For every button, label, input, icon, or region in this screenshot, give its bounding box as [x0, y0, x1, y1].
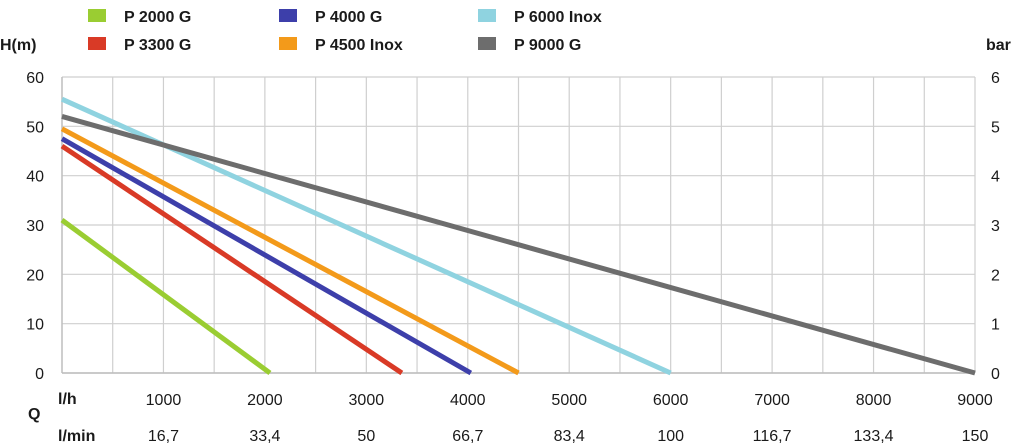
legend-swatch — [478, 9, 496, 22]
series-line — [60, 126, 520, 376]
x-tick-label-lmin: 116,7 — [753, 428, 792, 443]
y-tick-label-left: 10 — [26, 317, 44, 334]
y-tick-label-left: 60 — [26, 70, 44, 87]
y-tick-label-left: 30 — [26, 218, 44, 235]
y-tick-label-right: 4 — [991, 169, 1000, 186]
x-tick-label-lh: 1000 — [146, 392, 182, 409]
legend-swatch — [478, 37, 496, 50]
legend-swatch — [88, 9, 106, 22]
legend-swatch — [88, 37, 106, 50]
y-tick-label-left: 20 — [26, 267, 44, 284]
x-tick-label-lmin: 150 — [962, 428, 989, 443]
y-tick-label-right: 1 — [991, 317, 1000, 334]
series-lines — [60, 96, 976, 376]
axis-labels: H(m) bar l/h Q l/min 0 10 20 30 40 50 60 0 1 2 3 4 5… — [0, 37, 1011, 443]
x-unit-primary: l/h — [58, 391, 77, 408]
x-tick-label-lmin: 100 — [657, 428, 684, 443]
legend-label: P 2000 G — [124, 9, 191, 26]
series-line — [60, 218, 272, 376]
x-tick-label-lmin: 16,7 — [148, 428, 179, 443]
x-tick-label-lh: 8000 — [856, 392, 892, 409]
y-tick-label-left: 0 — [35, 366, 44, 383]
x-tick-label-lmin: 66,7 — [452, 428, 483, 443]
legend-label: P 4000 G — [315, 9, 382, 26]
x-tick-label-lh: 9000 — [957, 392, 993, 409]
legend-label: P 9000 G — [514, 37, 581, 54]
y-tick-label-right: 3 — [991, 218, 1000, 235]
y-axis-title-left: H(m) — [0, 37, 36, 54]
series-line — [60, 136, 473, 376]
x-tick-label-lh: 2000 — [247, 392, 283, 409]
legend-label: P 6000 Inox — [514, 9, 602, 26]
y-tick-label-left: 40 — [26, 169, 44, 186]
x-tick-label-lmin: 83,4 — [554, 428, 585, 443]
x-axis-title: Q — [28, 406, 40, 423]
x-tick-label-lh: 5000 — [551, 392, 587, 409]
legend: P 2000 G P 3300 G P 4000 G P 4500 Inox P 600… — [88, 9, 602, 54]
x-tick-label-lmin: 133,4 — [854, 428, 894, 443]
series-line — [60, 143, 404, 376]
legend-swatch — [279, 9, 297, 22]
y-tick-label-right: 0 — [991, 366, 1000, 383]
series-line — [61, 114, 976, 376]
x-tick-label-lh: 3000 — [349, 392, 385, 409]
x-unit-secondary: l/min — [58, 428, 95, 443]
x-tick-label-lh: 6000 — [653, 392, 689, 409]
x-tick-label-lh: 7000 — [754, 392, 790, 409]
y-tick-label-right: 5 — [991, 119, 1000, 136]
y-tick-label-right: 2 — [991, 267, 1000, 284]
y-tick-label-left: 50 — [26, 119, 44, 136]
grid — [61, 76, 976, 374]
legend-swatch — [279, 37, 297, 50]
x-tick-label-lmin: 33,4 — [249, 428, 280, 443]
x-tick-label-lmin: 50 — [357, 428, 375, 443]
y-tick-label-right: 6 — [991, 70, 1000, 87]
legend-label: P 3300 G — [124, 37, 191, 54]
x-tick-label-lh: 4000 — [450, 392, 486, 409]
y-axis-title-right: bar — [986, 37, 1011, 54]
legend-label: P 4500 Inox — [315, 37, 403, 54]
